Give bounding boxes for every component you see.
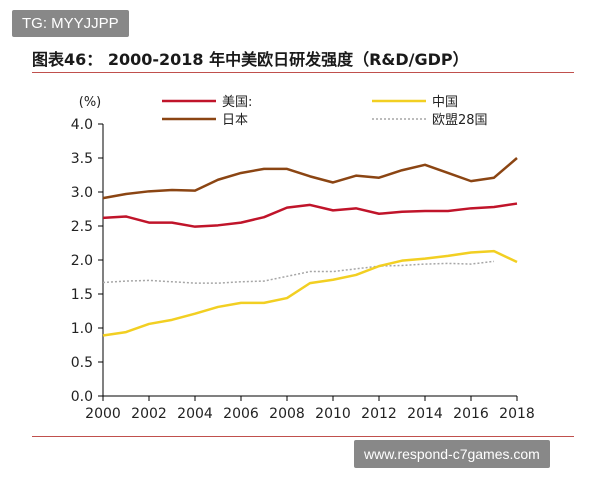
legend-label-japan: 日本 bbox=[222, 113, 248, 128]
x-tick-label: 2004 bbox=[177, 406, 213, 422]
y-tick-label: 2.5 bbox=[71, 219, 93, 235]
title-divider bbox=[32, 72, 574, 73]
y-tick-label: 3.5 bbox=[71, 151, 93, 167]
legend-label-china: 中国 bbox=[432, 95, 458, 110]
x-tick-label: 2000 bbox=[85, 406, 121, 422]
y-tick-label: 1.5 bbox=[71, 287, 93, 303]
x-tick-label: 2008 bbox=[269, 406, 305, 422]
watermark-top: TG: MYYJJPP bbox=[12, 10, 129, 37]
x-tick-label: 2016 bbox=[453, 406, 489, 422]
watermark-bottom: www.respond-c7games.com bbox=[354, 440, 550, 468]
bottom-divider bbox=[32, 436, 574, 437]
series-line-us bbox=[102, 202, 518, 228]
legend-label-eu: 欧盟28国 bbox=[432, 113, 488, 128]
x-tick-label: 2018 bbox=[499, 406, 535, 422]
x-tick-label: 2010 bbox=[315, 406, 351, 422]
series-line-japan bbox=[102, 157, 518, 200]
x-tick-label: 2012 bbox=[361, 406, 397, 422]
y-tick-label: 0.0 bbox=[71, 389, 93, 405]
y-tick-label: 4.0 bbox=[71, 117, 93, 133]
x-tick-label: 2006 bbox=[223, 406, 259, 422]
y-tick-label: 2.0 bbox=[71, 253, 93, 269]
y-tick-label: 1.0 bbox=[71, 321, 93, 337]
series-line-eu bbox=[102, 260, 495, 284]
y-axis-label: (%) bbox=[79, 95, 102, 110]
series-line-china bbox=[102, 249, 518, 337]
x-tick-label: 2002 bbox=[131, 406, 167, 422]
y-tick-label: 3.0 bbox=[71, 185, 93, 201]
chart-title: 图表46： 2000-2018 年中美欧日研发强度（R&D/GDP） bbox=[32, 50, 469, 69]
legend-label-us: 美国: bbox=[222, 95, 252, 110]
y-tick-label: 0.5 bbox=[71, 355, 93, 371]
x-tick-label: 2014 bbox=[407, 406, 443, 422]
